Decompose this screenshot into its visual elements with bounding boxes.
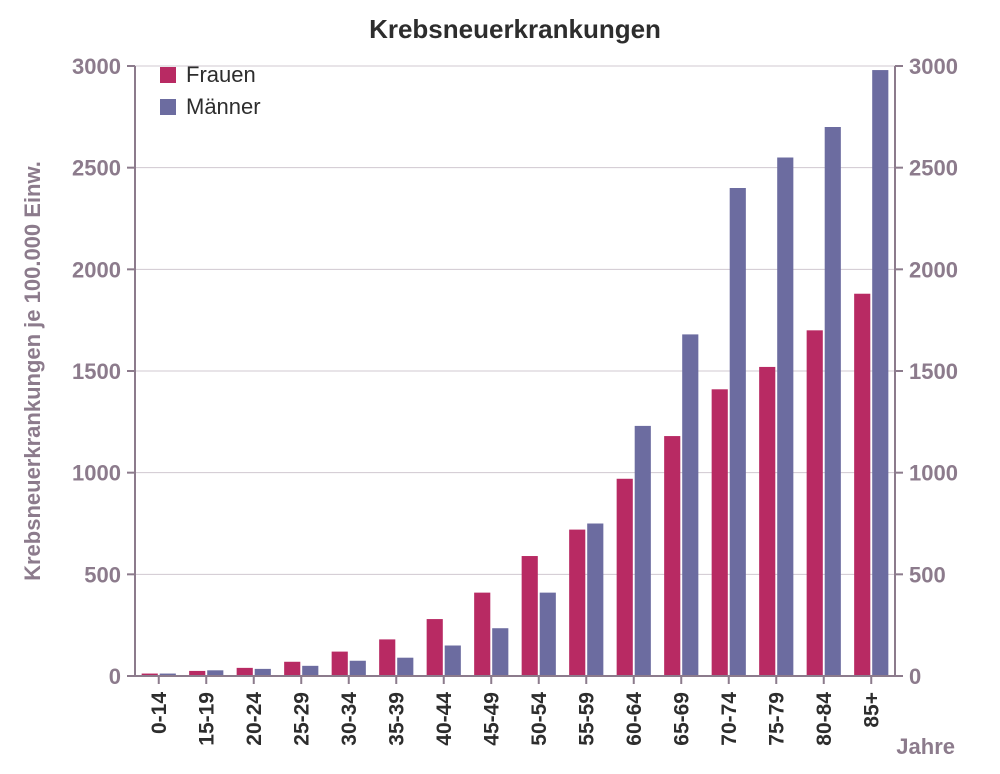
bar-frauen xyxy=(427,619,443,676)
x-tick-label: 25-29 xyxy=(290,692,313,746)
x-tick-label: 55-59 xyxy=(575,692,598,746)
y-axis-label: Krebsneuerkrankungen je 100.000 Einw. xyxy=(20,161,45,581)
bar-frauen xyxy=(759,367,775,676)
x-tick-label: 35-39 xyxy=(385,692,408,746)
bar-frauen xyxy=(569,530,585,676)
bar-männer xyxy=(682,334,698,676)
bar-frauen xyxy=(522,556,538,676)
bar-männer xyxy=(635,426,651,676)
bar-frauen xyxy=(854,294,870,676)
x-tick-label: 20-24 xyxy=(243,692,266,746)
bar-männer xyxy=(397,658,413,676)
chart-title: Krebsneuerkrankungen xyxy=(369,14,661,44)
legend-swatch xyxy=(160,99,176,115)
y-tick-label-left: 1000 xyxy=(72,461,121,486)
bar-männer xyxy=(730,188,746,676)
x-tick-label: 65-69 xyxy=(670,692,693,746)
y-tick-label-left: 2500 xyxy=(72,156,121,181)
bar-frauen xyxy=(474,593,490,676)
legend-label: Frauen xyxy=(186,62,256,87)
legend-label: Männer xyxy=(186,94,261,119)
bar-frauen xyxy=(332,652,348,676)
y-tick-label-right: 2500 xyxy=(909,156,958,181)
y-tick-label-right: 3000 xyxy=(909,54,958,79)
x-tick-label: 0-14 xyxy=(148,692,171,734)
bar-männer xyxy=(302,666,318,676)
bar-männer xyxy=(255,669,271,676)
bar-frauen xyxy=(617,479,633,676)
x-tick-label: 30-34 xyxy=(338,692,361,746)
y-tick-label-right: 0 xyxy=(909,664,921,689)
x-tick-label: 80-84 xyxy=(813,692,836,746)
chart-container: 0 0 500 500 1000 1000 1500 1500 2000 2000 2500 2500… xyxy=(0,0,1000,774)
y-tick-label-left: 3000 xyxy=(72,54,121,79)
bar-frauen xyxy=(284,662,300,676)
y-tick-label-right: 500 xyxy=(909,562,946,587)
y-tick-label-left: 1500 xyxy=(72,359,121,384)
bar-männer xyxy=(777,158,793,677)
bar-männer xyxy=(445,646,461,677)
bar-männer xyxy=(587,524,603,677)
x-tick-label: 50-54 xyxy=(528,692,551,746)
bar-männer xyxy=(825,127,841,676)
y-tick-label-right: 1500 xyxy=(909,359,958,384)
x-tick-label: 15-19 xyxy=(195,692,218,746)
bar-frauen xyxy=(712,389,728,676)
y-tick-label-left: 500 xyxy=(84,562,121,587)
x-tick-label: 40-44 xyxy=(433,692,456,746)
x-tick-label: 60-64 xyxy=(623,692,646,746)
bar-männer xyxy=(872,70,888,676)
x-axis-label: Jahre xyxy=(896,734,955,759)
x-tick-label: 85+ xyxy=(860,692,883,728)
bar-männer xyxy=(492,628,508,676)
y-tick-label-left: 0 xyxy=(109,664,121,689)
x-tick-label: 45-49 xyxy=(480,692,503,746)
y-tick-label-right: 2000 xyxy=(909,257,958,282)
x-tick-label: 70-74 xyxy=(718,692,741,746)
y-tick-label-left: 2000 xyxy=(72,257,121,282)
bar-frauen xyxy=(807,330,823,676)
y-tick-label-right: 1000 xyxy=(909,461,958,486)
bar-frauen xyxy=(664,436,680,676)
bar-frauen xyxy=(237,668,253,676)
legend-swatch xyxy=(160,67,176,83)
x-tick-label: 75-79 xyxy=(765,692,788,746)
bar-männer xyxy=(540,593,556,676)
bar-männer xyxy=(350,661,366,676)
chart-svg: 0 0 500 500 1000 1000 1500 1500 2000 2000 2500 2500… xyxy=(0,0,1000,774)
bar-frauen xyxy=(379,639,395,676)
